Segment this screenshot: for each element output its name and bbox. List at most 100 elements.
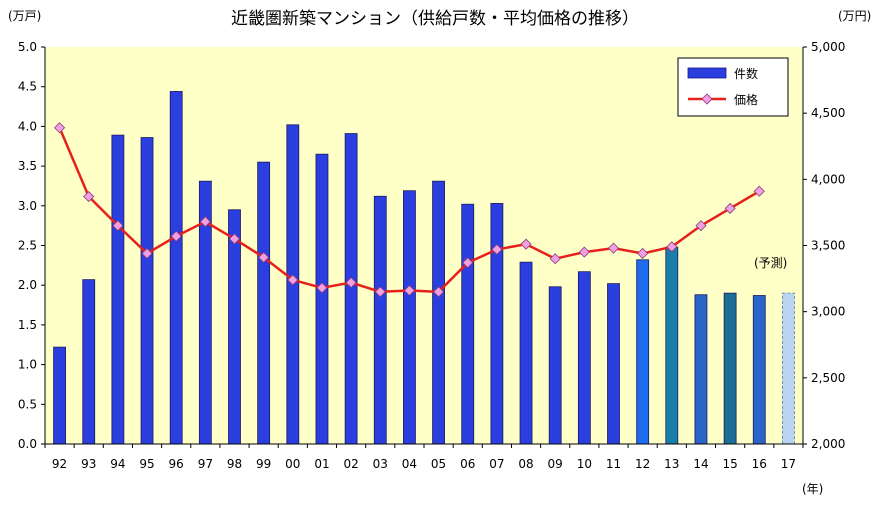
bar-99: [257, 161, 271, 445]
bar-98: [228, 209, 241, 445]
right-tick-label: 2,000: [811, 437, 845, 451]
left-tick-label: 0.0: [18, 437, 37, 451]
x-tick-label-06: 06: [460, 457, 475, 471]
right-tick-label: 2,500: [811, 371, 845, 385]
bar-15: [723, 292, 737, 445]
legend-bar-swatch: [687, 67, 727, 79]
x-tick-label-12: 12: [635, 457, 650, 471]
bar-16: [752, 295, 766, 445]
left-axis-unit: (万戸): [8, 9, 41, 23]
price-point-02: [345, 276, 357, 289]
line-series: [54, 122, 765, 298]
left-tick-label: 1.5: [18, 318, 37, 332]
price-point-99: [258, 251, 270, 263]
bar-92: [53, 346, 66, 445]
price-point-09: [549, 253, 561, 265]
left-tick-label: 3.0: [18, 199, 37, 213]
x-tick-label-93: 93: [81, 457, 96, 471]
legend-marker: [701, 93, 713, 105]
price-point-93: [83, 190, 95, 203]
price-point-14: [695, 220, 707, 232]
bar-03: [373, 195, 387, 445]
bar-series: [53, 91, 795, 445]
price-point-95: [141, 247, 153, 260]
left-tick-label: 1.0: [18, 358, 37, 372]
right-tick-label: 4,000: [811, 172, 845, 186]
bar-94: [111, 134, 125, 445]
price-point-03: [374, 286, 386, 298]
x-tick-label-07: 07: [489, 457, 504, 471]
right-axis-unit: (万円): [838, 9, 871, 23]
right-tick-label: 5,000: [811, 40, 845, 54]
legend-label-line: 価格: [734, 92, 758, 107]
left-tick-label: 0.5: [18, 397, 37, 411]
price-point-10: [578, 246, 590, 258]
x-tick-label-95: 95: [139, 457, 154, 471]
left-tick-label: 5.0: [18, 40, 37, 54]
x-tick-label-99: 99: [256, 457, 271, 471]
x-tick-label-16: 16: [752, 457, 767, 471]
bar-07: [490, 203, 504, 445]
price-point-16: [753, 185, 765, 197]
right-tick-label: 3,000: [811, 305, 845, 319]
x-tick-label-03: 03: [373, 457, 388, 471]
bar-06: [461, 203, 475, 445]
price-point-00: [287, 274, 299, 286]
forecast-annotation: (予測): [754, 256, 787, 270]
price-point-01: [316, 282, 328, 294]
left-tick-label: 4.5: [18, 80, 37, 94]
bar-17: [782, 292, 795, 445]
right-tick-label: 4,500: [811, 106, 845, 120]
bar-02: [344, 133, 358, 445]
legend-label-bar: 件数: [734, 66, 758, 81]
x-axis-unit: (年): [802, 482, 823, 496]
bar-13: [665, 246, 679, 445]
x-tick-label-02: 02: [343, 457, 358, 471]
bar-10: [577, 271, 591, 445]
price-point-92: [54, 122, 66, 134]
left-tick-label: 4.0: [18, 119, 37, 133]
price-point-12: [637, 247, 649, 260]
bar-09: [548, 286, 562, 445]
chart-title: 近畿圏新築マンション（供給戸数・平均価格の推移）: [231, 9, 639, 29]
price-point-15: [724, 202, 736, 215]
bar-01: [315, 153, 329, 445]
bar-95: [140, 137, 154, 445]
x-tick-label-10: 10: [577, 457, 592, 471]
x-tick-label-96: 96: [169, 457, 184, 471]
price-point-05: [433, 286, 445, 298]
x-tick-label-11: 11: [606, 457, 621, 471]
x-tick-label-13: 13: [664, 457, 679, 471]
price-point-11: [607, 242, 620, 254]
price-point-97: [199, 216, 211, 228]
price-point-94: [112, 220, 124, 232]
bar-12: [636, 259, 650, 445]
price-point-96: [170, 230, 182, 242]
bar-08: [519, 261, 533, 445]
x-tick-label-08: 08: [518, 457, 533, 471]
price-point-06: [462, 257, 474, 269]
legend-box: [677, 57, 789, 117]
x-tick-label-17: 17: [781, 457, 796, 471]
bar-14: [694, 294, 708, 445]
bar-05: [432, 180, 445, 445]
left-tick-label: 3.5: [18, 159, 37, 173]
price-point-08: [520, 238, 532, 250]
price-point-04: [403, 284, 415, 297]
bar-11: [607, 283, 620, 445]
bar-93: [82, 279, 96, 445]
x-tick-label-92: 92: [52, 457, 67, 471]
x-tick-label-04: 04: [402, 457, 417, 471]
x-tick-label-94: 94: [110, 457, 125, 471]
x-tick-label-01: 01: [314, 457, 329, 471]
x-tick-label-98: 98: [227, 457, 242, 471]
axes: 0.0 0.5 1.0 1.5 2.0 2.5 3.0 3.5 4.0 4.5 5.0 2,000 2,…: [18, 40, 845, 471]
bar-04: [403, 190, 416, 445]
left-tick-label: 2.0: [18, 278, 37, 292]
right-tick-label: 3,500: [811, 239, 845, 253]
x-tick-label-15: 15: [722, 457, 737, 471]
price-point-07: [491, 243, 503, 256]
x-tick-label-14: 14: [693, 457, 708, 471]
legend: 件数 価格: [677, 57, 789, 117]
